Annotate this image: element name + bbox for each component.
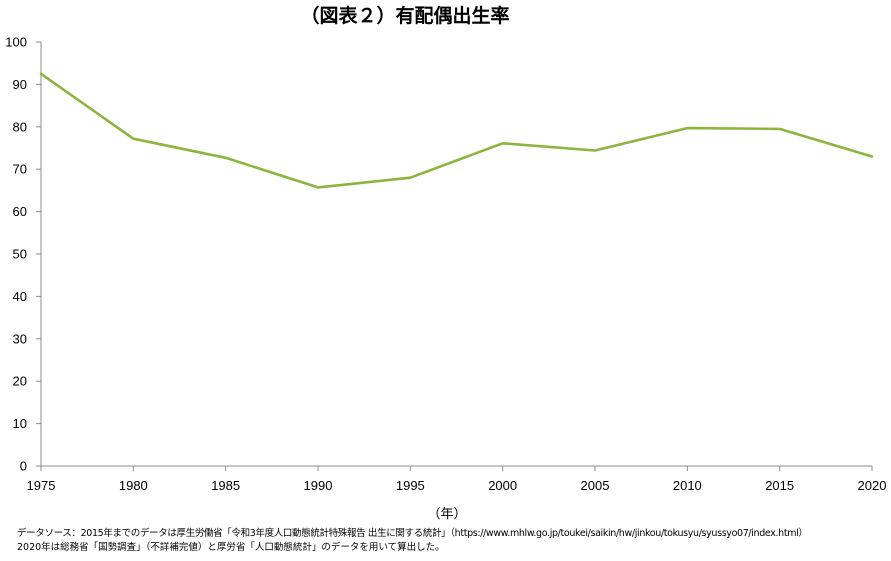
x-axis-label: （年） (427, 507, 466, 522)
y-tick-label: 0 (20, 459, 27, 474)
y-tick-label: 80 (13, 119, 27, 134)
y-tick-label: 30 (13, 331, 27, 346)
x-tick-label: 1985 (211, 478, 240, 493)
x-tick-label: 2020 (858, 478, 887, 493)
y-axis-ticks: 0 10 20 30 40 50 60 70 80 90 100 (5, 35, 41, 474)
chart-title: （図表２）有配偶出生率 (300, 4, 509, 27)
y-tick-label: 100 (5, 35, 27, 50)
series-group (39, 72, 874, 189)
x-tick-label: 2010 (673, 478, 702, 493)
source-note-line-1: データソース：2015年までのデータは厚生労働省「令和3年度人口動態統計特殊報告… (17, 528, 808, 539)
source-note-line-2: 2020年は総務省「国勢調査」（不詳補完値）と厚労省「人口動態統計」のデータを用… (17, 542, 445, 553)
y-tick-label: 40 (13, 289, 27, 304)
x-tick-label: 2005 (581, 478, 610, 493)
x-tick-label: 1975 (27, 478, 56, 493)
y-tick-label: 60 (13, 204, 27, 219)
y-tick-label: 50 (13, 247, 27, 262)
y-tick-label: 20 (13, 374, 27, 389)
x-tick-label: 1990 (304, 478, 333, 493)
x-tick-label: 1995 (396, 478, 425, 493)
y-tick-label: 90 (13, 77, 27, 92)
series-line (39, 72, 874, 189)
x-axis-ticks: 1975 1980 1985 1990 1995 2000 2005 2010 2015 2020 (27, 466, 887, 493)
x-tick-label: 1980 (119, 478, 148, 493)
y-tick-label: 10 (13, 416, 27, 431)
y-tick-label: 70 (13, 162, 27, 177)
x-tick-label: 2000 (488, 478, 517, 493)
x-tick-label: 2015 (765, 478, 794, 493)
